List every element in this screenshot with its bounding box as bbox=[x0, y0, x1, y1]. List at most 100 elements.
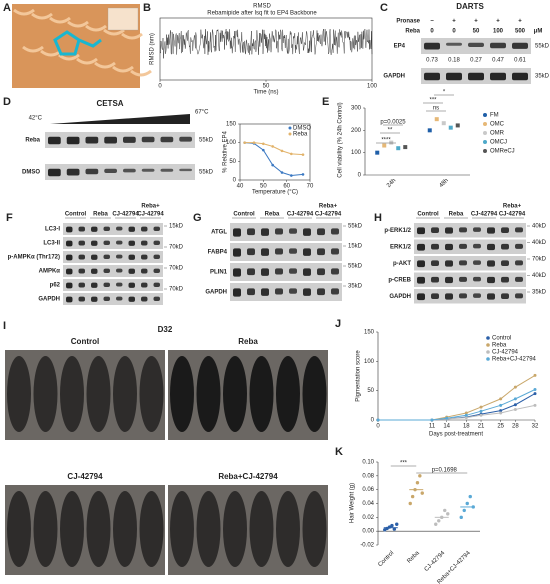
band bbox=[66, 226, 73, 233]
band bbox=[459, 293, 467, 299]
blot-band-bg bbox=[230, 283, 342, 301]
label: 100 bbox=[493, 29, 504, 35]
band bbox=[128, 282, 135, 288]
band bbox=[501, 276, 509, 283]
band bbox=[487, 243, 495, 251]
ribbon bbox=[67, 20, 89, 28]
band bbox=[179, 136, 192, 142]
label: Days post-treatment bbox=[429, 432, 483, 438]
label: Control bbox=[65, 212, 87, 218]
mouse bbox=[86, 356, 111, 432]
label: 60 bbox=[283, 184, 290, 190]
point bbox=[280, 171, 284, 174]
label: p62 bbox=[50, 283, 61, 289]
blot-band-bg bbox=[230, 223, 342, 241]
label: 67°C bbox=[195, 110, 209, 116]
label: OMReCJ bbox=[490, 149, 515, 155]
photo bbox=[168, 485, 328, 575]
blot-band-bg bbox=[414, 256, 526, 271]
blot-band-bg bbox=[414, 289, 526, 304]
mouse bbox=[7, 491, 31, 567]
label: 35kD bbox=[348, 284, 363, 290]
label: 42°C bbox=[29, 116, 43, 122]
legend-swatch bbox=[288, 132, 292, 136]
label: Reba+CJ-42794 bbox=[218, 472, 278, 481]
point bbox=[430, 418, 434, 422]
label: Reba+ bbox=[503, 204, 522, 210]
mouse bbox=[196, 356, 221, 432]
band bbox=[103, 268, 110, 273]
point bbox=[513, 397, 517, 401]
band bbox=[515, 243, 523, 249]
band bbox=[233, 288, 241, 297]
band bbox=[473, 227, 481, 232]
band bbox=[468, 42, 484, 47]
label: 0 bbox=[233, 178, 237, 184]
band bbox=[275, 248, 283, 255]
label: DARTS bbox=[456, 2, 484, 11]
label: CJ-42794 bbox=[499, 212, 526, 218]
label: RMSD (nm) bbox=[150, 33, 156, 65]
point bbox=[395, 522, 399, 526]
band bbox=[66, 282, 73, 289]
point bbox=[499, 411, 503, 415]
band bbox=[515, 260, 523, 266]
label: 50 bbox=[260, 184, 267, 190]
band bbox=[91, 226, 98, 232]
mouse bbox=[249, 491, 274, 567]
label: 70kD bbox=[169, 287, 184, 293]
band bbox=[487, 227, 495, 234]
label: D bbox=[3, 96, 11, 108]
label: ns bbox=[433, 106, 439, 112]
label: OMCJ bbox=[490, 140, 507, 146]
band bbox=[275, 228, 283, 235]
point bbox=[499, 409, 503, 413]
ribbon bbox=[13, 8, 35, 16]
point bbox=[533, 403, 537, 407]
label: 100 bbox=[226, 140, 237, 146]
band bbox=[445, 276, 453, 284]
band bbox=[468, 72, 484, 81]
legend-swatch bbox=[486, 350, 490, 354]
band bbox=[78, 282, 85, 288]
label: 15kD bbox=[348, 244, 363, 250]
point bbox=[459, 515, 463, 520]
point bbox=[464, 416, 468, 420]
band bbox=[128, 240, 135, 246]
label: LC3-I bbox=[45, 227, 60, 233]
label: 50 bbox=[263, 84, 270, 90]
band bbox=[501, 227, 509, 233]
label: Control bbox=[71, 337, 99, 346]
band bbox=[103, 226, 110, 231]
legend-swatch bbox=[483, 140, 487, 144]
label: 15kD bbox=[169, 224, 184, 230]
band bbox=[66, 240, 73, 247]
band bbox=[490, 42, 506, 49]
point bbox=[290, 152, 293, 156]
label: ATGL bbox=[211, 230, 227, 236]
bar-point bbox=[389, 140, 394, 145]
label: Pronase bbox=[396, 19, 420, 25]
band bbox=[141, 254, 148, 260]
label: FM bbox=[490, 113, 499, 119]
band bbox=[103, 240, 110, 245]
label: ERK1/2 bbox=[390, 244, 412, 250]
bar-point bbox=[375, 150, 380, 155]
band bbox=[501, 243, 509, 250]
label: Reba bbox=[93, 212, 108, 218]
band bbox=[512, 42, 528, 49]
point bbox=[390, 523, 394, 528]
blot-band-bg bbox=[230, 243, 342, 261]
label: 0.06 bbox=[362, 487, 374, 493]
band bbox=[317, 248, 325, 256]
band bbox=[317, 288, 325, 296]
band bbox=[445, 260, 453, 267]
label: 0.73 bbox=[426, 58, 438, 64]
band bbox=[515, 276, 523, 282]
point bbox=[434, 522, 438, 526]
point bbox=[392, 527, 397, 531]
label: 40kD bbox=[532, 240, 547, 246]
label: 0 bbox=[158, 84, 162, 90]
label: GAPDH bbox=[38, 297, 60, 303]
blot-band-bg bbox=[230, 263, 342, 281]
